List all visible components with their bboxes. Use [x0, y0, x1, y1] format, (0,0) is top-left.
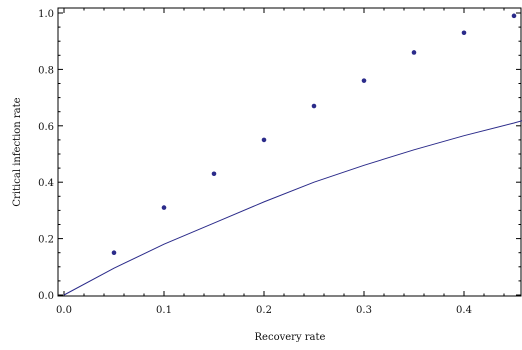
data-point: [161, 205, 167, 210]
y-tick-label: 0.4: [38, 178, 54, 189]
data-point: [411, 50, 417, 55]
x-tick-label: 0.2: [256, 305, 272, 316]
data-point: [211, 171, 217, 177]
plot-border: [57, 7, 522, 297]
y-axis-label: Critical infection rate: [12, 97, 23, 206]
plot-frame: [57, 7, 522, 297]
data-point: [361, 78, 367, 83]
y-axis-ticks: 0.0 0.2 0.4 0.6 0.8 1.0: [38, 9, 521, 302]
y-tick-label: 1.0: [38, 9, 54, 20]
y-tick-label: 0.6: [38, 122, 54, 133]
y-tick-label: 0.2: [38, 235, 54, 246]
x-tick-label: 0.1: [156, 305, 172, 316]
fitted-curve: [63, 120, 522, 296]
data-point: [311, 103, 317, 109]
x-axis-ticks: 0.0 0.1 0.2 0.3 0.4: [56, 8, 505, 316]
x-tick-label: 0.0: [56, 305, 72, 316]
data-point: [261, 137, 267, 143]
x-axis-label: Recovery rate: [255, 332, 326, 343]
y-tick-label: 0.8: [38, 65, 54, 76]
x-tick-label: 0.4: [456, 305, 472, 316]
data-points: [111, 13, 517, 255]
data-point: [111, 250, 117, 255]
x-tick-label: 0.3: [356, 305, 372, 316]
data-point: [461, 30, 467, 36]
data-point: [511, 13, 517, 19]
curve-line: [63, 120, 522, 296]
y-tick-label: 0.0: [38, 291, 54, 302]
